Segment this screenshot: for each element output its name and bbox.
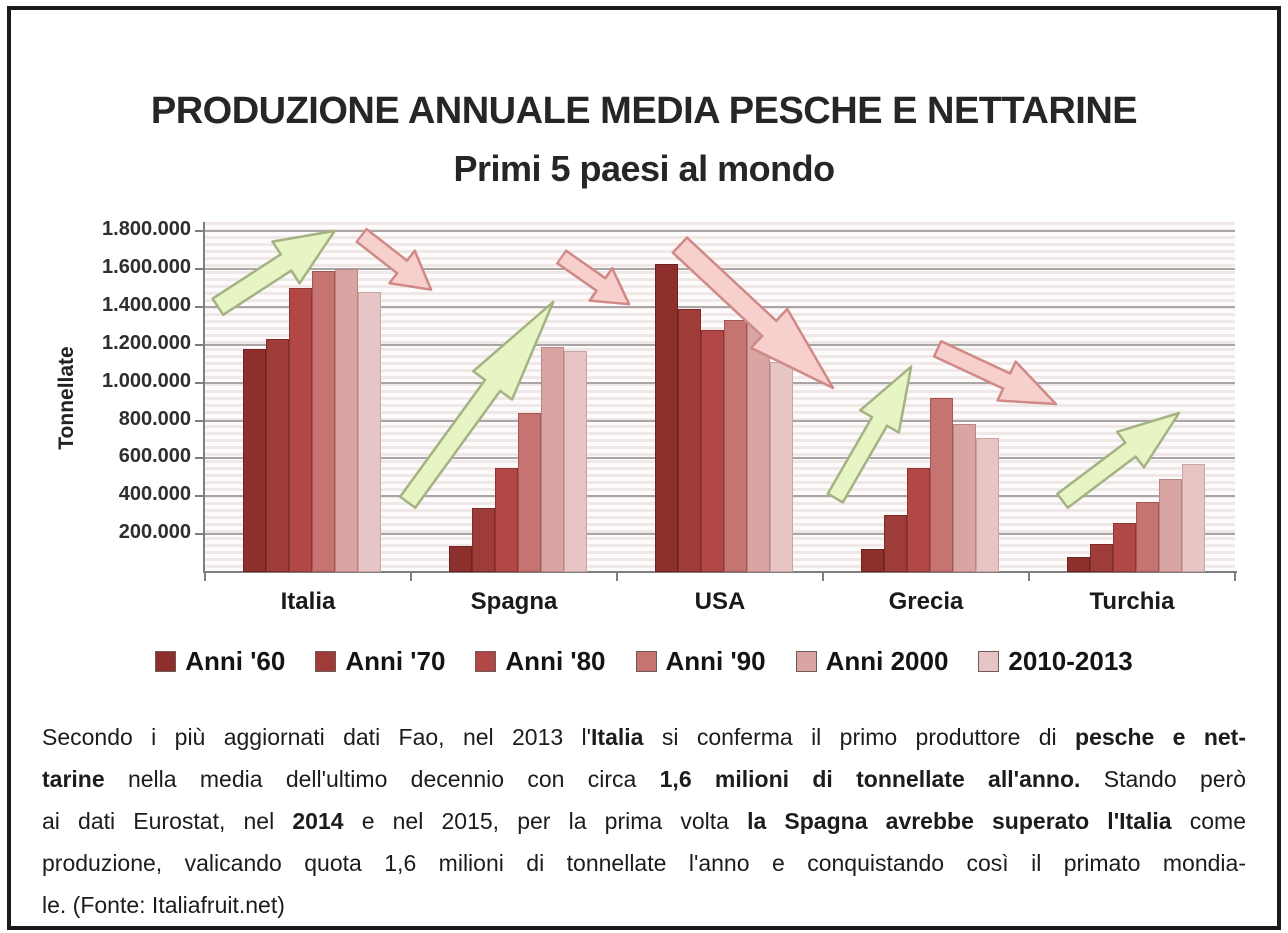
trend-arrow-up-icon (200, 204, 353, 332)
legend-swatch (635, 650, 657, 672)
bar (976, 438, 999, 572)
x-axis-tick (1028, 573, 1030, 581)
trend-arrow-down-icon (548, 237, 645, 324)
bar (724, 320, 747, 572)
legend-swatch (315, 650, 337, 672)
bar (770, 362, 793, 572)
y-axis-tick (195, 344, 204, 346)
category-label: Turchia (1089, 588, 1175, 615)
chart-title: PRODUZIONE ANNUALE MEDIA PESCHE E NETTAR… (150, 90, 1138, 132)
legend-item: 2010-2013 (978, 645, 1133, 677)
y-tick-label: 600.000 (118, 445, 191, 467)
legend-item: Anni '80 (475, 645, 606, 677)
bar (541, 347, 564, 572)
bar (1136, 502, 1159, 572)
y-tick-label: 800.000 (118, 408, 191, 430)
legend-label: 2010-2013 (1008, 645, 1133, 676)
bar (266, 339, 289, 572)
category-label: USA (694, 588, 746, 615)
bar (1113, 523, 1136, 572)
bar (701, 330, 724, 572)
bar (1090, 544, 1113, 572)
y-axis-tick (195, 230, 204, 232)
legend-label: Anni '70 (345, 645, 446, 676)
bar (495, 468, 518, 572)
bar (907, 468, 930, 572)
y-axis-line (203, 222, 205, 573)
legend-item: Anni '90 (635, 645, 766, 677)
caption-line: produzione, valicando quota 1,6 milioni … (42, 850, 1246, 876)
bar (564, 351, 587, 572)
bar (1067, 557, 1090, 572)
trend-arrow-up-icon (1046, 389, 1199, 522)
legend-item: Anni '70 (315, 646, 445, 677)
bar (1182, 464, 1205, 572)
legend-swatch (978, 650, 1000, 672)
y-axis-tick (195, 382, 204, 384)
x-axis-tick (410, 573, 412, 581)
y-axis-tick (195, 457, 204, 459)
category-label: Italia (280, 588, 336, 615)
chart-legend: Anni '60 Anni '70 Anni '80 Anni '90 Anni 200… (45, 642, 1243, 680)
x-axis-tick (616, 573, 618, 581)
y-tick-label: 1.600.000 (102, 256, 191, 278)
bar (884, 515, 907, 572)
bar (449, 546, 472, 572)
legend-swatch (795, 650, 817, 672)
category-label: Grecia (888, 588, 964, 615)
bar (312, 271, 335, 572)
legend-label: Anni 2000 (825, 645, 949, 676)
legend-item: Anni '60 (155, 646, 285, 677)
y-tick-label: 400.000 (118, 483, 191, 505)
y-tick-label: 1.400.000 (102, 294, 191, 316)
y-axis-tick (195, 306, 204, 308)
legend-label: Anni '80 (505, 645, 606, 676)
bar (678, 309, 701, 572)
y-tick-label: 1.000.000 (102, 370, 191, 392)
chart-subtitle: Primi 5 paesi al mondo (453, 148, 835, 189)
legend-swatch (475, 650, 497, 672)
y-axis-tick (195, 268, 204, 270)
bar (243, 349, 266, 572)
bar (335, 269, 358, 572)
y-tick-label: 200.000 (118, 521, 191, 543)
trend-arrow-up-icon (384, 279, 581, 521)
legend-label: Anni '90 (665, 645, 766, 676)
bar (1159, 479, 1182, 572)
bar (289, 288, 312, 572)
bar (930, 398, 953, 572)
y-axis-tick (195, 495, 204, 497)
caption-paragraph: Secondo i più aggiornati dati Fao, nel 2… (42, 716, 1246, 930)
trend-arrow-down-icon (346, 216, 448, 310)
caption-line: tarine nella media dell'ultimo decennio … (42, 766, 1246, 792)
y-axis-tick (195, 420, 204, 422)
trend-arrow-down-icon (926, 326, 1070, 429)
bar (518, 413, 541, 572)
gridline (205, 306, 1235, 308)
legend-item: Anni 2000 (795, 645, 949, 677)
caption-line: ai dati Eurostat, nel 2014 e nel 2015, p… (42, 808, 1246, 834)
legend-label: Anni '60 (185, 645, 286, 676)
y-tick-label: 1.800.000 (102, 218, 191, 240)
caption-line: Secondo i più aggiornati dati Fao, nel 2… (42, 724, 1246, 750)
x-axis-tick (1234, 573, 1236, 581)
x-axis-line (203, 571, 1237, 573)
caption-line: le. (Fonte: Italiafruit.net) (42, 892, 285, 918)
trend-arrow-up-icon (812, 350, 936, 513)
bar (861, 549, 884, 572)
y-axis-tick (195, 533, 204, 535)
bar (358, 292, 381, 572)
y-tick-label: 1.200.000 (102, 332, 191, 354)
bar (655, 264, 678, 572)
bar (472, 508, 495, 572)
trend-arrow-down-icon (657, 221, 859, 415)
legend-swatch (155, 650, 177, 672)
x-axis-tick (204, 573, 206, 581)
gridline (205, 230, 1235, 232)
category-label: Spagna (470, 588, 558, 615)
x-axis-tick (822, 573, 824, 581)
bar (953, 424, 976, 572)
